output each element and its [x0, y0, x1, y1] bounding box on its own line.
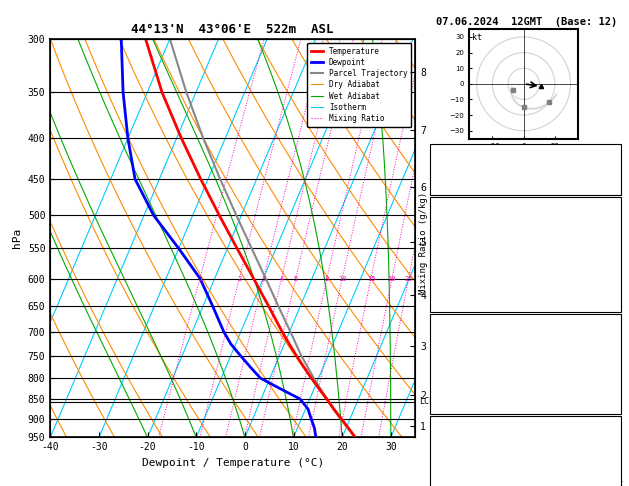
Text: 1: 1: [198, 276, 202, 281]
Text: θₑ(K): θₑ(K): [433, 248, 463, 259]
Text: 15: 15: [367, 276, 375, 281]
Text: 28: 28: [605, 147, 617, 157]
Text: Surface: Surface: [505, 200, 546, 210]
Text: K: K: [433, 147, 439, 157]
Text: Lifted Index: Lifted Index: [433, 365, 504, 376]
Text: 292: 292: [599, 280, 617, 291]
Text: 20: 20: [387, 276, 396, 281]
Text: 292: 292: [599, 382, 617, 392]
Legend: Temperature, Dewpoint, Parcel Trajectory, Dry Adiabat, Wet Adiabat, Isotherm, Mi: Temperature, Dewpoint, Parcel Trajectory…: [308, 43, 411, 127]
Text: 45: 45: [605, 163, 617, 174]
Text: 332: 332: [599, 349, 617, 360]
Text: StmDir: StmDir: [433, 467, 469, 477]
Text: Mixing Ratio (g/kg): Mixing Ratio (g/kg): [419, 192, 428, 294]
Title: 44°13'N  43°06'E  522m  ASL: 44°13'N 43°06'E 522m ASL: [131, 23, 334, 36]
Text: 955: 955: [599, 333, 617, 344]
Text: CIN (J): CIN (J): [433, 398, 474, 408]
Text: Hodograph: Hodograph: [499, 418, 552, 429]
Text: 22.7: 22.7: [594, 216, 617, 226]
Text: EH: EH: [433, 434, 445, 445]
Text: 4: 4: [279, 276, 284, 281]
Text: -1: -1: [605, 264, 617, 275]
Text: © weatheronline.co.uk: © weatheronline.co.uk: [510, 474, 623, 484]
Text: 2.73: 2.73: [594, 179, 617, 190]
Text: 62: 62: [605, 296, 617, 307]
Text: LCL: LCL: [419, 397, 434, 406]
Text: 25: 25: [404, 276, 413, 281]
Text: θₑ (K): θₑ (K): [433, 349, 469, 360]
Text: Dewp (°C): Dewp (°C): [433, 232, 486, 243]
Text: 5: 5: [294, 276, 298, 281]
Text: CAPE (J): CAPE (J): [433, 382, 481, 392]
Text: Temp (°C): Temp (°C): [433, 216, 486, 226]
Text: kt: kt: [472, 33, 482, 42]
Y-axis label: hPa: hPa: [13, 228, 22, 248]
Text: SREH: SREH: [433, 451, 457, 461]
Text: Lifted Index: Lifted Index: [433, 264, 504, 275]
Text: Pressure (mb): Pressure (mb): [433, 333, 509, 344]
Text: 8: 8: [325, 276, 329, 281]
Text: 2: 2: [237, 276, 242, 281]
Text: 62: 62: [605, 398, 617, 408]
X-axis label: Dewpoint / Temperature (°C): Dewpoint / Temperature (°C): [142, 458, 324, 468]
Y-axis label: km
ASL: km ASL: [437, 227, 454, 249]
Text: Totals Totals: Totals Totals: [433, 163, 509, 174]
Text: StmSpd (kt): StmSpd (kt): [433, 483, 498, 486]
Text: PW (cm): PW (cm): [433, 179, 474, 190]
Text: 3: 3: [262, 276, 265, 281]
Text: -16: -16: [599, 434, 617, 445]
Text: 14.6: 14.6: [594, 232, 617, 243]
Text: CIN (J): CIN (J): [433, 296, 474, 307]
Text: CAPE (J): CAPE (J): [433, 280, 481, 291]
Text: -1: -1: [605, 365, 617, 376]
Text: 5: 5: [611, 451, 617, 461]
Text: 07.06.2024  12GMT  (Base: 12): 07.06.2024 12GMT (Base: 12): [437, 17, 618, 27]
Text: 278°: 278°: [594, 467, 617, 477]
Text: Most Unstable: Most Unstable: [487, 317, 564, 328]
Text: 11: 11: [605, 483, 617, 486]
Text: 332: 332: [599, 248, 617, 259]
Text: 10: 10: [338, 276, 347, 281]
